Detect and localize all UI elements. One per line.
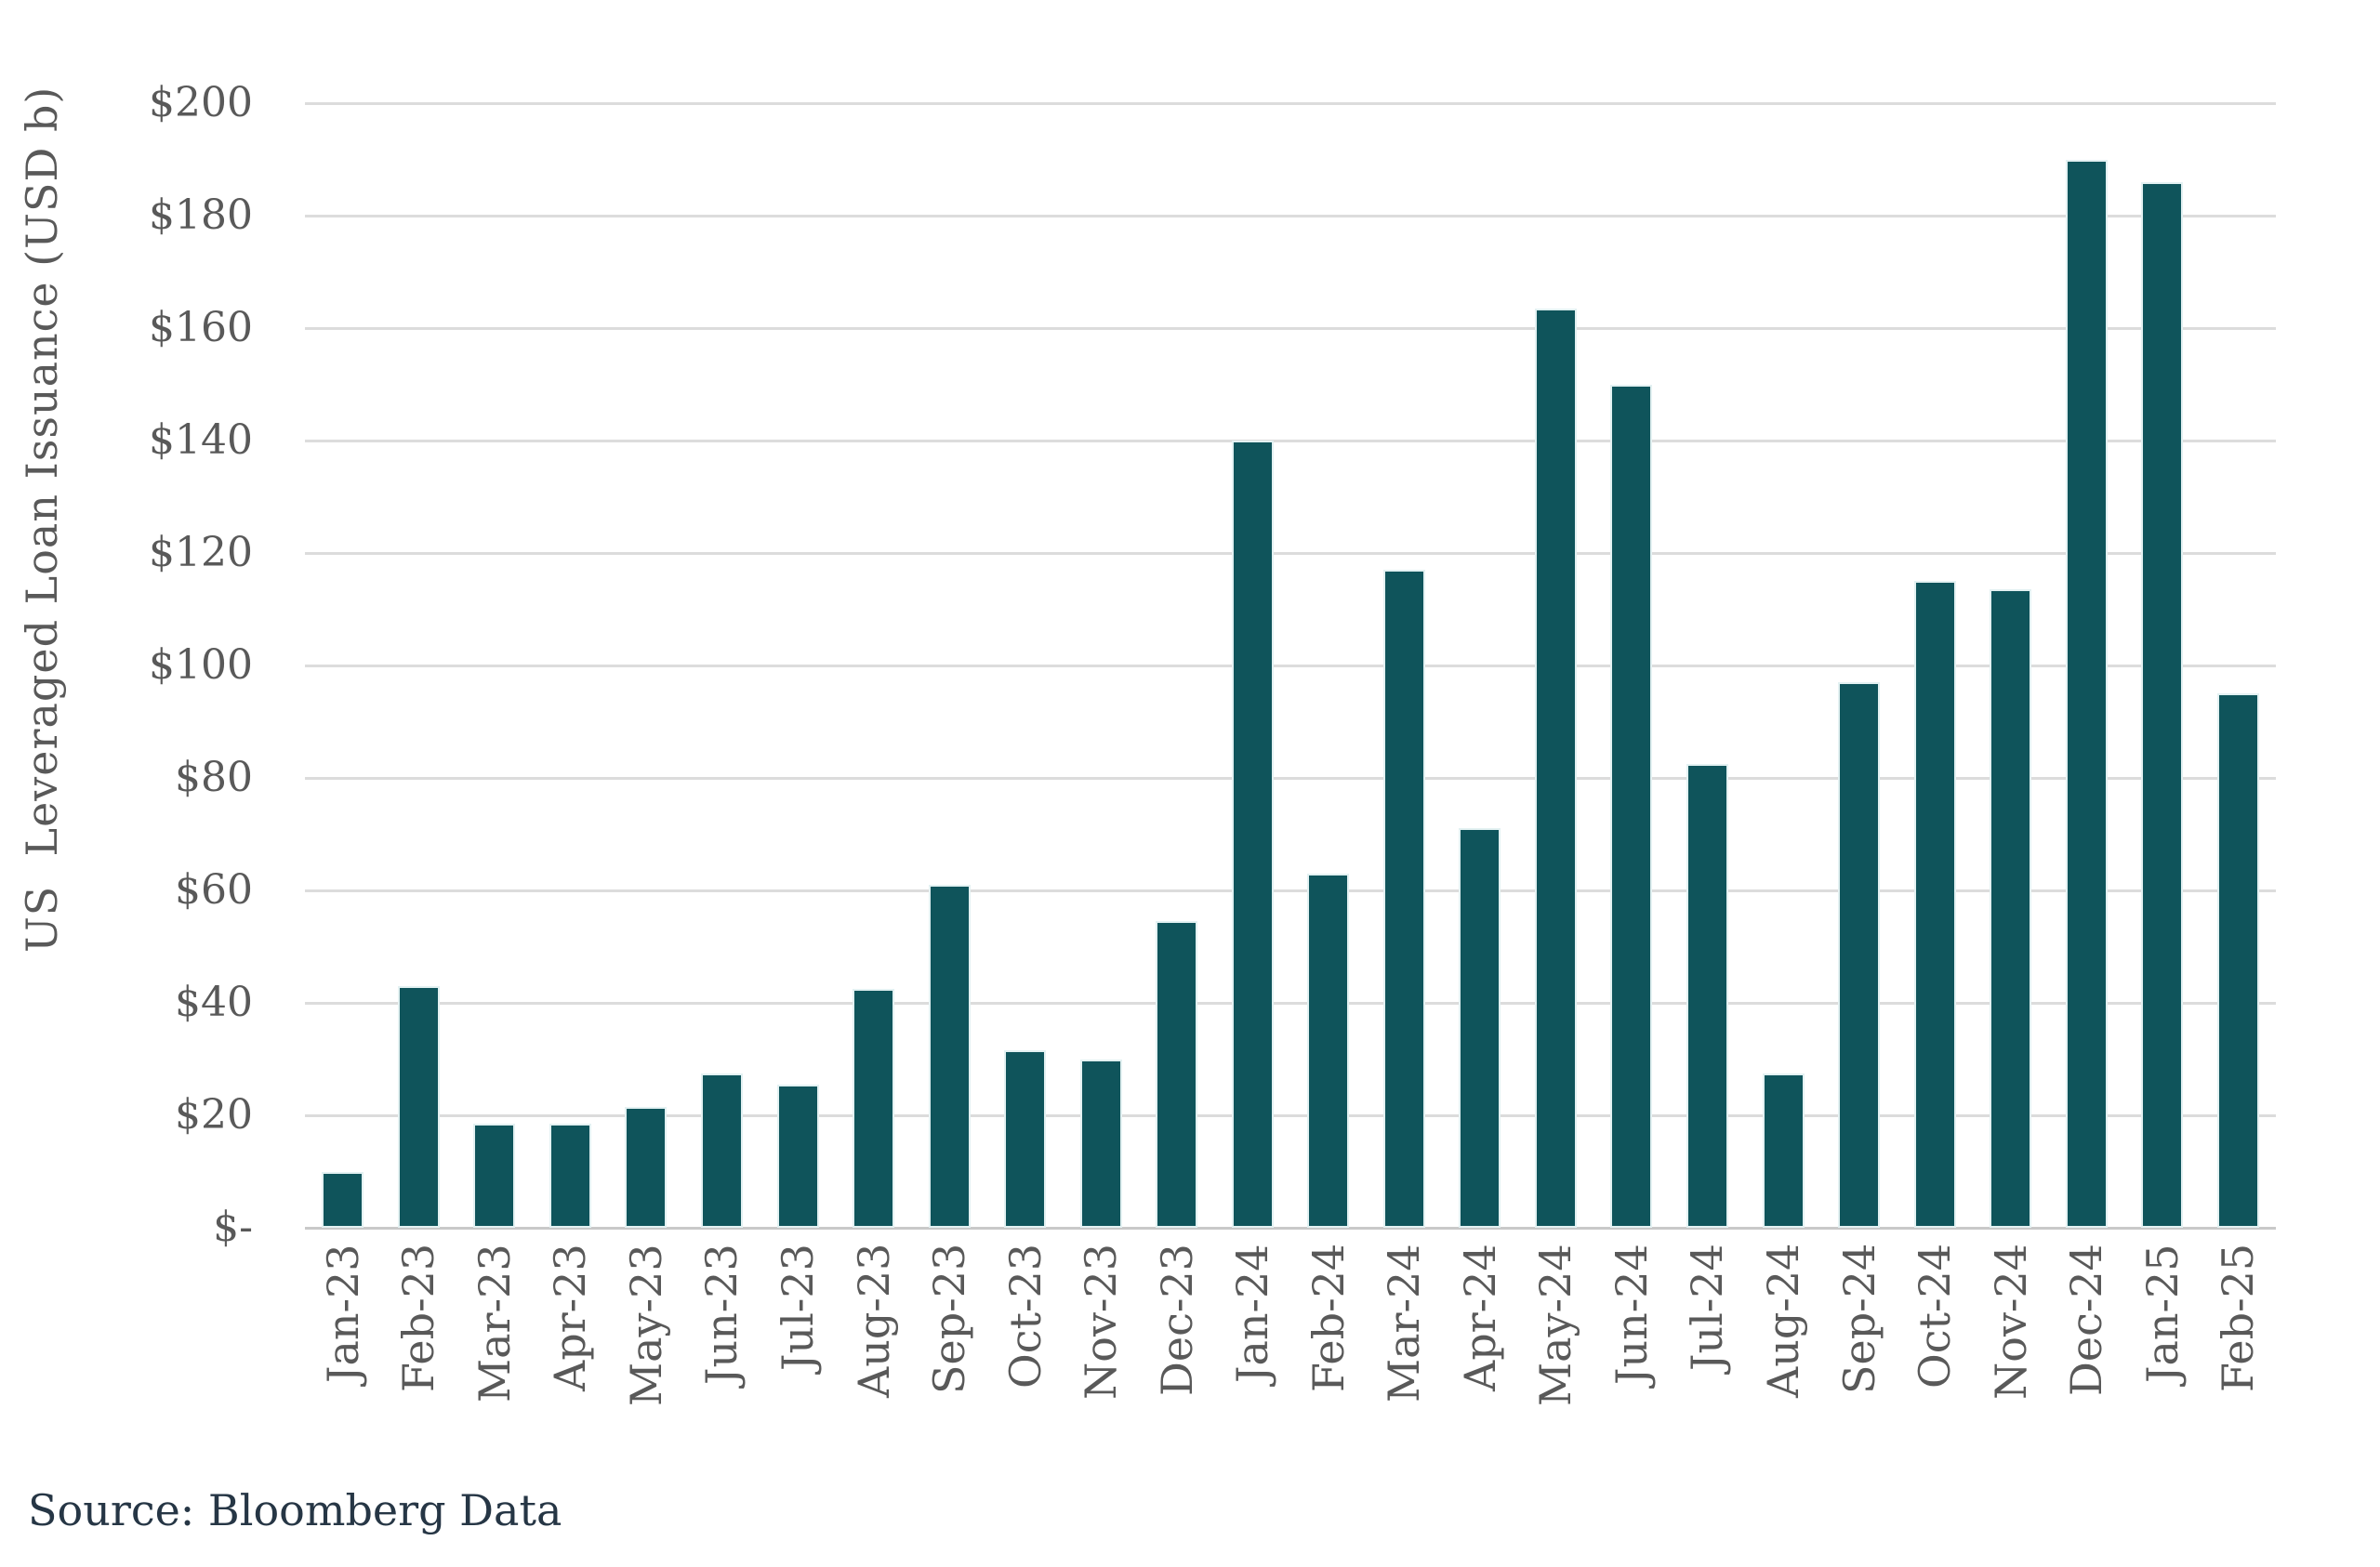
y-gridline — [305, 327, 2276, 330]
x-tick-label: Jan-24 — [1227, 1244, 1278, 1383]
bar-feb-23 — [397, 985, 440, 1228]
bar-jun-24 — [1610, 384, 1653, 1228]
bar-jun-23 — [700, 1073, 743, 1228]
y-gridline — [305, 102, 2276, 105]
bar-aug-23 — [853, 988, 895, 1228]
x-tick-label: Nov-23 — [1076, 1244, 1127, 1401]
y-gridline — [305, 777, 2276, 780]
y-tick-label: $160 — [149, 304, 253, 351]
bar-oct-24 — [1913, 581, 1956, 1228]
bar-jan-23 — [322, 1171, 364, 1228]
bar-aug-24 — [1762, 1073, 1805, 1228]
bar-feb-25 — [2216, 693, 2259, 1228]
y-tick-label: $120 — [149, 529, 253, 576]
x-tick-label: Apr-24 — [1454, 1244, 1505, 1391]
y-gridline — [305, 552, 2276, 555]
y-gridline — [305, 665, 2276, 667]
bar-may-23 — [625, 1106, 668, 1228]
source-note: Source: Bloomberg Data — [28, 1485, 562, 1535]
bar-mar-23 — [473, 1124, 516, 1228]
bar-may-24 — [1534, 308, 1577, 1228]
bar-oct-23 — [1004, 1050, 1047, 1228]
y-tick-label: $40 — [175, 979, 253, 1026]
x-tick-label: Jun-23 — [696, 1244, 747, 1385]
bar-nov-23 — [1079, 1059, 1122, 1228]
x-tick-label: May-24 — [1530, 1244, 1581, 1406]
y-tick-label: $- — [213, 1204, 253, 1251]
x-tick-label: Dec-23 — [1151, 1244, 1202, 1396]
y-gridline — [305, 440, 2276, 442]
y-tick-label: $140 — [149, 416, 253, 464]
x-tick-label: Oct-24 — [1910, 1244, 1961, 1389]
x-tick-label: Nov-24 — [1985, 1244, 2036, 1401]
x-tick-label: Oct-23 — [999, 1244, 1051, 1389]
x-tick-label: Jul-24 — [1682, 1244, 1733, 1371]
y-gridline — [305, 1114, 2276, 1117]
y-tick-label: $180 — [149, 191, 253, 239]
y-tick-label: $60 — [175, 866, 253, 914]
y-gridline — [305, 1002, 2276, 1005]
x-tick-label: Jan-25 — [2136, 1244, 2188, 1383]
x-tick-label: Jan-23 — [317, 1244, 368, 1383]
x-tick-label: Mar-23 — [469, 1244, 520, 1402]
x-tick-label: Feb-23 — [393, 1244, 444, 1393]
bar-jul-23 — [776, 1084, 819, 1228]
x-tick-label: May-23 — [620, 1244, 671, 1406]
x-tick-label: Apr-23 — [545, 1244, 596, 1391]
x-tick-label: Jul-23 — [773, 1244, 823, 1371]
y-tick-label: $20 — [175, 1091, 253, 1139]
bar-jul-24 — [1686, 763, 1728, 1228]
x-tick-label: Feb-25 — [2213, 1244, 2264, 1393]
x-axis-line — [305, 1227, 2276, 1230]
x-tick-label: Jun-24 — [1606, 1244, 1657, 1385]
bar-apr-23 — [549, 1124, 591, 1228]
x-tick-label: Mar-24 — [1379, 1244, 1430, 1402]
y-tick-label: $100 — [149, 641, 253, 689]
bar-feb-24 — [1307, 873, 1350, 1228]
bar-dec-24 — [2065, 159, 2108, 1228]
bar-nov-24 — [1990, 589, 2032, 1228]
bar-dec-23 — [1156, 921, 1198, 1228]
bar-sep-24 — [1838, 682, 1881, 1228]
x-tick-label: Sep-23 — [924, 1244, 975, 1395]
y-gridline — [305, 215, 2276, 217]
bar-jan-25 — [2141, 181, 2184, 1228]
y-gridline — [305, 889, 2276, 892]
bar-sep-23 — [928, 884, 971, 1228]
bar-apr-24 — [1459, 828, 1501, 1228]
x-tick-label: Feb-24 — [1302, 1244, 1354, 1393]
bar-jan-24 — [1231, 441, 1274, 1228]
x-tick-label: Aug-24 — [1758, 1244, 1808, 1399]
y-tick-label: $200 — [149, 79, 253, 126]
x-tick-label: Aug-23 — [848, 1244, 899, 1399]
x-tick-label: Dec-24 — [2061, 1244, 2112, 1396]
y-tick-label: $80 — [175, 754, 253, 801]
bar-mar-24 — [1382, 570, 1425, 1228]
x-tick-label: Sep-24 — [1833, 1244, 1884, 1395]
